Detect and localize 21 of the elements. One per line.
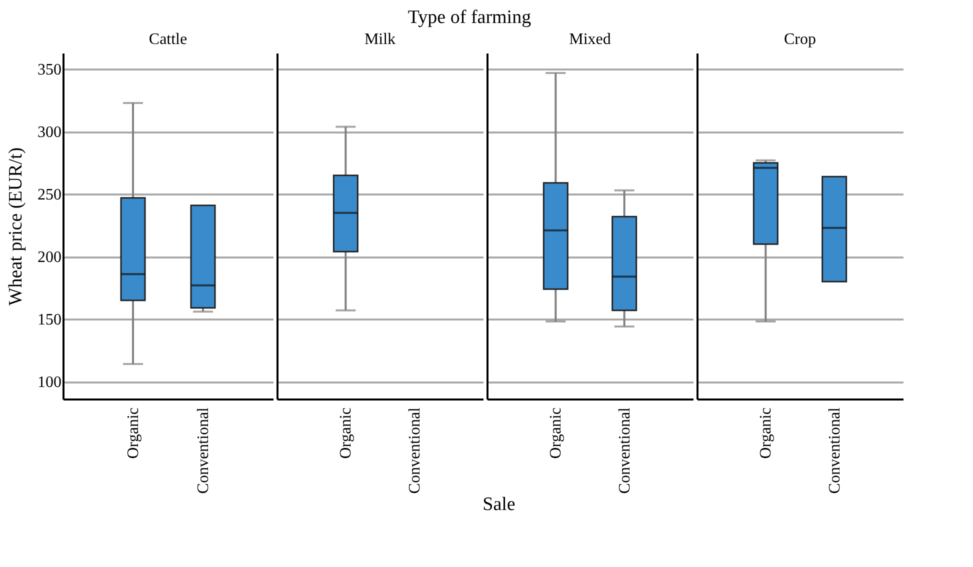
y-axis-title: Wheat price (EUR/t) — [6, 147, 26, 306]
x-tick-label: Organic — [758, 408, 775, 459]
y-tick-label: 300 — [38, 124, 62, 142]
x-tick-label: Organic — [548, 408, 565, 459]
x-tick-label: Conventional — [826, 406, 844, 494]
x-tick-label: Organic — [125, 408, 142, 459]
chart-title: Crop — [784, 31, 816, 48]
y-tick-label: 200 — [38, 249, 62, 266]
y-tick-label: 250 — [38, 186, 62, 204]
chart-title: Milk — [364, 31, 396, 48]
text: Sale — [482, 494, 516, 515]
y-tick-label: 150 — [38, 312, 62, 329]
y-tick-label: 350 — [38, 62, 62, 79]
y-tick-label: 100 — [38, 374, 62, 392]
text: Type of farming — [408, 7, 532, 28]
x-tick-label: Organic — [338, 408, 355, 459]
chart-title: Mixed — [569, 31, 611, 48]
x-tick-label: Conventional — [616, 406, 634, 494]
chart-title: Cattle — [148, 31, 188, 48]
x-tick-label: Conventional — [195, 406, 212, 494]
x-tick-label: Conventional — [406, 406, 424, 494]
